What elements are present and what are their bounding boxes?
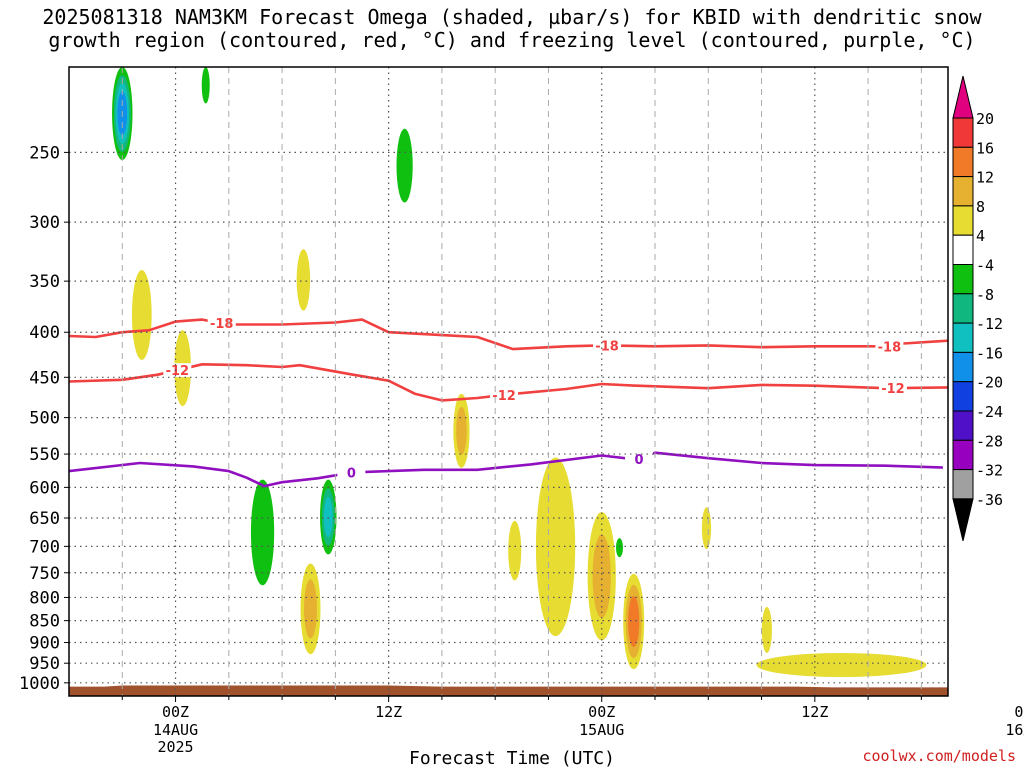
x-tick-label: 00Z <box>162 703 189 721</box>
colorbar-segment <box>952 176 974 207</box>
x-tick-label: 12Z <box>375 703 402 721</box>
colorbar-segment <box>952 293 974 324</box>
colorbar-bottom-arrow <box>952 498 974 542</box>
colorbar-top-arrow <box>952 75 974 119</box>
y-tick-label: 350 <box>29 272 60 292</box>
omega-shading-5-1 <box>296 249 311 311</box>
colorbar-label: 12 <box>976 169 994 187</box>
contour-label: 0 <box>347 467 356 482</box>
colorbar-label: -20 <box>976 374 1003 392</box>
y-tick-label: 650 <box>29 509 60 529</box>
colorbar-segment <box>952 351 974 383</box>
colorbar-label: 16 <box>976 139 994 157</box>
colorbar-label: 8 <box>976 198 985 216</box>
colorbar-segment <box>952 146 974 178</box>
x-axis-label: Forecast Time (UTC) <box>409 748 615 769</box>
omega-shading-6-2 <box>456 406 467 455</box>
colorbar-segment <box>952 410 974 441</box>
credit-link[interactable]: coolwx.com/models <box>862 747 1016 765</box>
contour-label: -18 <box>595 339 619 354</box>
colorbar: 20 16 12 8 4 -4 -8 -12 -16 -20 -24 -28 -32 -36 <box>952 75 1003 542</box>
chart-title-line2: growth region (contoured, red, °C) and f… <box>48 28 976 52</box>
y-tick-label: 750 <box>29 564 60 584</box>
colorbar-segment <box>952 264 974 295</box>
x-tick-label: 12Z <box>801 703 828 721</box>
contour-line-dgz-m18 <box>69 318 948 351</box>
plot-area <box>69 67 948 696</box>
omega-shading-16-1 <box>761 606 772 654</box>
y-tick-label: 850 <box>29 612 60 632</box>
omega-shading-3-1 <box>131 270 152 360</box>
contour-label: -12 <box>881 382 905 397</box>
terrain-fill <box>69 685 948 696</box>
colorbar-segment <box>952 439 974 471</box>
colorbar-label: 4 <box>976 227 985 245</box>
y-tick-label: 500 <box>29 409 60 429</box>
contour-label-bg <box>490 387 519 402</box>
y-tick-label: 250 <box>29 143 60 163</box>
colorbar-segment <box>952 117 974 148</box>
y-tick-label: 550 <box>29 445 60 465</box>
contour-label: -18 <box>878 340 902 355</box>
y-tick-label: 450 <box>29 368 60 388</box>
contour-label-bg <box>625 451 654 466</box>
grid <box>69 67 948 696</box>
y-tick-label: 300 <box>29 213 60 233</box>
y-tick-label: 400 <box>29 323 60 343</box>
plot-frame <box>68 66 949 697</box>
contour-label-bg <box>163 363 192 378</box>
y-tick-label: 950 <box>29 654 60 674</box>
contour-label-bg <box>207 316 236 331</box>
x-tick-label: 00Z <box>588 703 615 721</box>
colorbar-label: -36 <box>976 491 1003 509</box>
omega-shading-11-1 <box>535 457 576 637</box>
x-tick-sublabel: 14AUG <box>153 721 198 739</box>
y-tick-label: 800 <box>29 588 60 608</box>
contour-label: -12 <box>492 389 516 404</box>
chart-title-line1: 2025081318 NAM3KM Forecast Omega (shaded… <box>42 5 982 29</box>
colorbar-label: -16 <box>976 344 1003 362</box>
y-tick-label: 900 <box>29 634 60 654</box>
y-tick-label: 1000 <box>19 674 60 694</box>
colorbar-segment <box>952 381 974 412</box>
contour-label-bg <box>878 381 907 396</box>
y-tick-label: 700 <box>29 537 60 557</box>
contour-label-bg <box>875 339 904 354</box>
colorbar-segment <box>952 234 974 265</box>
omega-shading-7-1 <box>250 479 275 586</box>
omega-shading-12-2 <box>592 534 611 618</box>
omega-shading-8-3 <box>323 497 333 538</box>
omega-shading-9-2 <box>304 579 317 639</box>
colorbar-label: 20 <box>976 110 994 128</box>
colorbar-label: -4 <box>976 257 994 275</box>
y-tick-label: 600 <box>29 478 60 498</box>
colorbar-label: -28 <box>976 432 1003 450</box>
omega-shading-2-1 <box>396 128 413 203</box>
contour-line-freezing-0 <box>69 451 948 488</box>
colorbar-label: -24 <box>976 403 1003 421</box>
omega-shading-15-1 <box>701 507 712 550</box>
x-tick-sublabel: 16AUG <box>1005 721 1024 739</box>
contour-label: 0 <box>634 453 643 468</box>
omega-shading-14-3 <box>628 596 640 647</box>
omega-shading-10-1 <box>508 520 522 581</box>
contour-label: -18 <box>210 317 234 332</box>
colorbar-label: -32 <box>976 462 1003 480</box>
x-tick-sublabel: 2025 <box>157 738 193 756</box>
colorbar-label: -12 <box>976 315 1003 333</box>
contour-label-bg <box>593 338 622 353</box>
omega-shading-17-1 <box>756 653 927 678</box>
colorbar-segment <box>952 469 974 500</box>
contour-label: -12 <box>166 364 190 379</box>
omega-shading-13-1 <box>615 538 623 558</box>
colorbar-label: -8 <box>976 286 994 304</box>
colorbar-segment <box>952 205 974 236</box>
colorbar-segment <box>952 322 974 353</box>
omega-shading-1-1 <box>201 67 210 104</box>
x-tick-sublabel: 15AUG <box>579 721 624 739</box>
contour-label-bg <box>942 460 948 475</box>
contour-label-bg <box>337 465 366 480</box>
x-tick-label: 00Z <box>1014 703 1024 721</box>
